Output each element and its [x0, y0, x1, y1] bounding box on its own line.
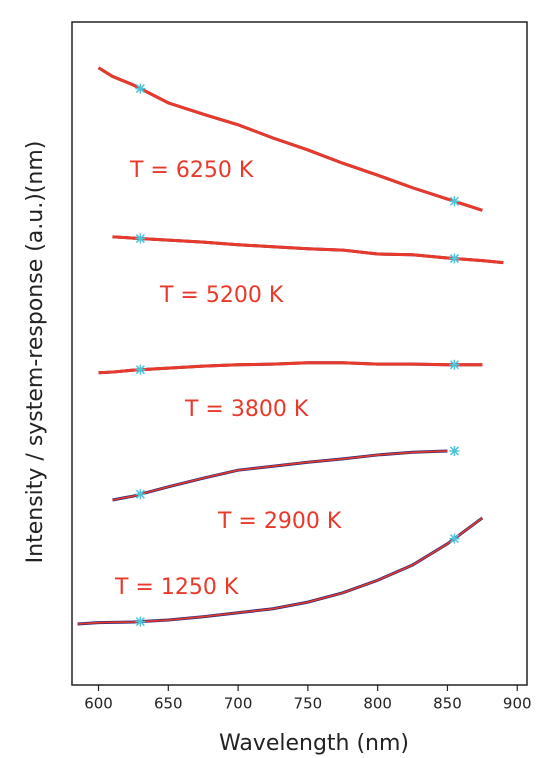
- x-tick-label: 750: [294, 695, 323, 713]
- x-axis-title: Wavelength (nm): [219, 731, 409, 756]
- fit-line: [98, 361, 483, 375]
- fit-line: [112, 450, 448, 501]
- x-tick-label: 650: [154, 695, 183, 713]
- data-trace: [97, 66, 483, 212]
- plot-frame: [71, 21, 528, 686]
- fit-line: [77, 517, 483, 625]
- series-label: T = 2900 K: [217, 509, 342, 534]
- fit-marker: [135, 489, 146, 500]
- fit-marker: [135, 616, 146, 627]
- series-label: T = 1250 K: [114, 575, 239, 600]
- series-label: T = 3800 K: [184, 397, 309, 422]
- x-tick-label: 700: [224, 695, 253, 713]
- fit-marker: [449, 359, 460, 370]
- series-label: T = 6250 K: [129, 158, 254, 183]
- fit-marker: [135, 364, 146, 375]
- x-tick-label: 900: [503, 695, 532, 713]
- series-label: T = 5200 K: [159, 283, 284, 308]
- fit-marker: [449, 196, 460, 207]
- x-tick-label: 600: [84, 695, 113, 713]
- data-trace: [112, 449, 448, 502]
- fit-marker: [135, 83, 146, 94]
- fit-line: [97, 66, 483, 212]
- fit-line: [112, 235, 504, 265]
- fit-marker: [449, 253, 460, 264]
- fit-marker: [135, 233, 146, 244]
- x-tick-label: 850: [433, 695, 462, 713]
- y-axis-title: Intensity / system-response (a.u.)(nm): [23, 141, 48, 564]
- fit-marker: [449, 445, 460, 456]
- x-tick-label: 800: [363, 695, 392, 713]
- fit-marker: [449, 533, 460, 544]
